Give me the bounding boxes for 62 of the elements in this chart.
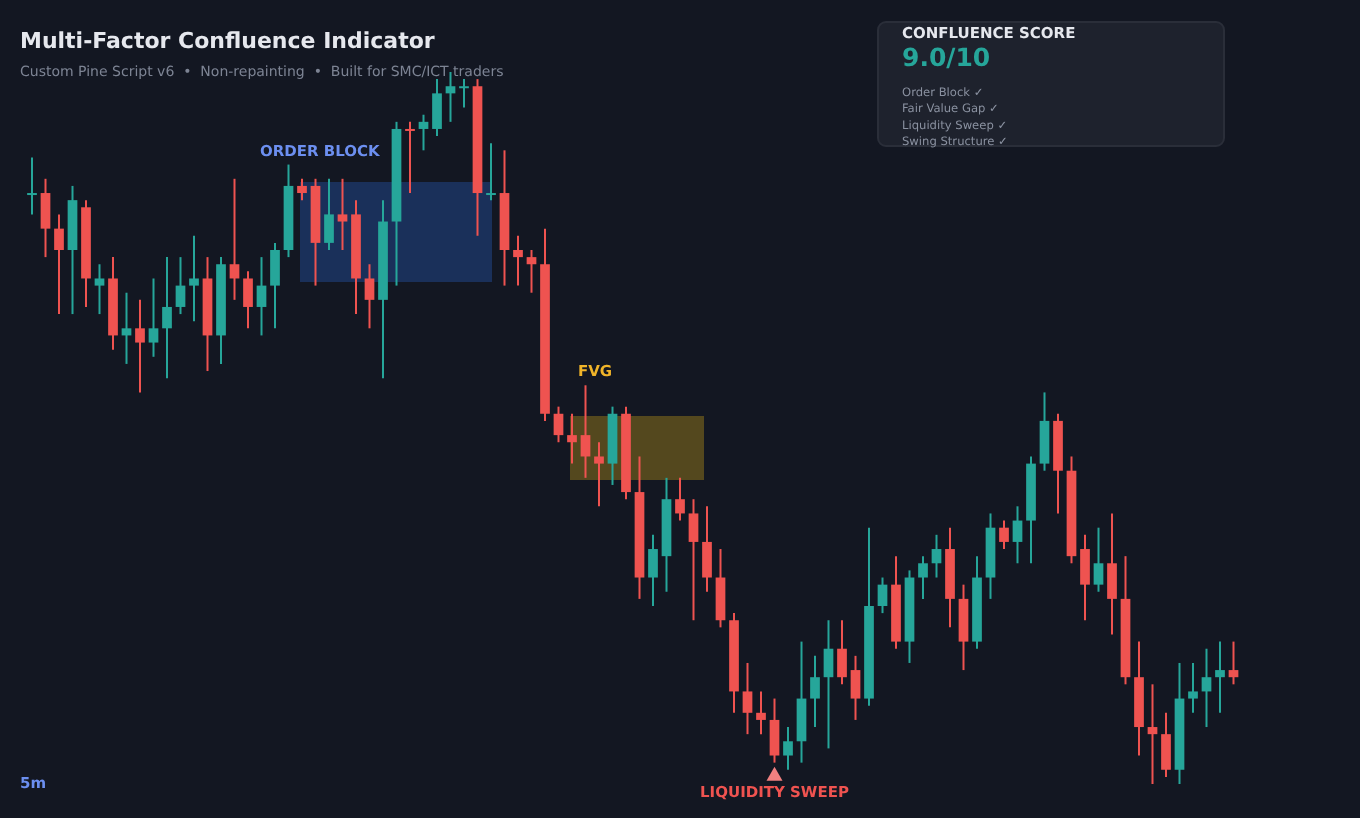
candlestick (580, 384, 591, 479)
candlestick (121, 291, 132, 365)
candlestick (675, 476, 685, 522)
candlestick (918, 555, 928, 600)
candlestick (796, 640, 807, 764)
candlestick (1080, 533, 1090, 622)
candlestick (567, 412, 577, 465)
candlestick (243, 270, 253, 330)
candlestick (1228, 640, 1239, 686)
candlestick (715, 548, 726, 629)
candlestick (1161, 711, 1171, 778)
candlestick (40, 177, 51, 259)
candlestick (1107, 512, 1117, 636)
candlestick (54, 213, 64, 316)
candlestick (1215, 640, 1225, 714)
candlestick (823, 619, 834, 750)
candlestick (742, 661, 753, 736)
candlestick (445, 71, 456, 123)
candlestick (270, 241, 280, 330)
candlestick (837, 619, 847, 686)
candlestick (459, 78, 469, 109)
candlestick (337, 177, 348, 251)
candlestick (405, 120, 415, 195)
candlestick (702, 505, 712, 593)
candlestick (688, 498, 699, 622)
candlestick (756, 690, 766, 736)
candlestick (135, 298, 145, 394)
candlestick (418, 113, 429, 152)
candlestick (783, 726, 793, 771)
candlestick (175, 256, 186, 316)
candlestick (999, 519, 1009, 551)
candlestick (364, 263, 375, 330)
candlestick (1093, 526, 1104, 593)
candlestick (1201, 647, 1212, 729)
candlestick (27, 156, 37, 216)
candlestick (513, 234, 523, 287)
candlestick (297, 177, 307, 202)
candlestick (1188, 661, 1198, 714)
candlestick (931, 533, 942, 579)
candlestick (1039, 391, 1050, 472)
candlestick (958, 583, 969, 672)
candlestick (432, 78, 442, 138)
candlestick (1012, 505, 1023, 565)
candlestick (229, 177, 240, 301)
candlestick (162, 256, 172, 380)
candlestick (594, 441, 604, 508)
candlestick (850, 654, 861, 721)
candlestick (189, 234, 199, 323)
candlestick (148, 277, 159, 358)
candlestick (324, 177, 334, 251)
candlestick (769, 697, 780, 764)
annotation: 9.0/10 (902, 42, 991, 72)
candlestick (1147, 683, 1158, 785)
candlestick (648, 533, 658, 607)
candlestick (94, 263, 105, 316)
candlestick (486, 142, 496, 202)
candlestick (877, 576, 888, 615)
candlestick (553, 405, 564, 444)
candlestick (810, 654, 820, 729)
candlestick (256, 256, 267, 337)
chart-title: Multi-Factor Confluence Indicator (20, 28, 436, 54)
candlestick (526, 249, 537, 294)
